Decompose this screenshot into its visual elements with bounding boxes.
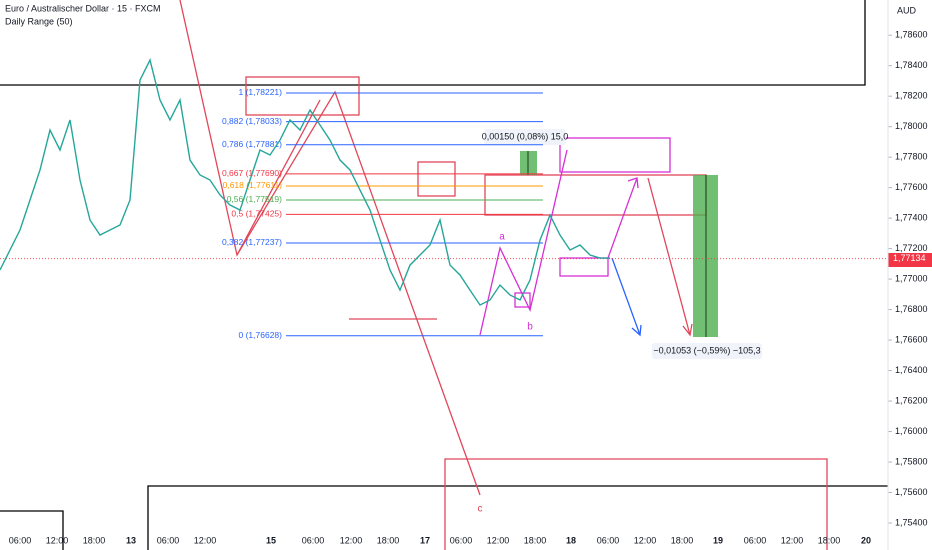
arrow-head xyxy=(631,324,642,337)
measure-label: −0,01053 (−0,59%) −105,3 xyxy=(653,345,760,355)
fib-label: 0,618 (1,77611) xyxy=(223,180,283,190)
y-tick-label: 1,75400 xyxy=(895,517,928,527)
wave-label: c xyxy=(478,504,483,515)
x-tick-label: 20 xyxy=(861,535,871,545)
zone-box xyxy=(559,137,671,173)
y-tick-label: 1,77400 xyxy=(895,213,928,223)
zone-box xyxy=(417,161,456,197)
fib-label: 0,56 (1,77519) xyxy=(227,194,282,204)
fib-label: 0,882 (1,78033) xyxy=(222,116,282,126)
chart-title: Euro / Australischer Dollar · 15 · FXCM xyxy=(5,3,161,13)
zone-box xyxy=(444,458,828,550)
x-tick-label: 18:00 xyxy=(83,535,106,545)
projection-arrow xyxy=(611,257,641,336)
zone-box xyxy=(245,76,360,116)
y-tick-label: 1,78400 xyxy=(895,60,928,70)
zigzag xyxy=(179,0,481,496)
y-tick-label: 1,76400 xyxy=(895,365,928,375)
measure-label-box xyxy=(652,343,762,359)
fib-label: 0,5 (1,77425) xyxy=(231,209,282,219)
x-tick-label: 12:00 xyxy=(634,535,657,545)
zone-box xyxy=(484,174,707,216)
price-label-box xyxy=(888,253,932,267)
x-tick-label: 13 xyxy=(126,535,136,545)
x-tick-label: 06:00 xyxy=(744,535,767,545)
chart-subtitle: Daily Range (50) xyxy=(5,16,73,26)
fib-label: 0,786 (1,77881) xyxy=(222,139,282,149)
y-tick-label: 1,77800 xyxy=(895,152,928,162)
wave-label: b xyxy=(527,322,533,333)
x-tick-label: 18:00 xyxy=(524,535,547,545)
x-tick-label: 12:00 xyxy=(487,535,510,545)
y-tick-label: 1,77000 xyxy=(895,273,928,283)
fib-label: 0 (1,76628) xyxy=(239,330,283,340)
fib-label: 0,382 (1,77237) xyxy=(222,237,282,247)
y-tick-label: 1,75800 xyxy=(895,456,928,466)
x-tick-label: 06:00 xyxy=(302,535,325,545)
x-tick-label: 18:00 xyxy=(377,535,400,545)
x-tick-label: 06:00 xyxy=(157,535,180,545)
y-tick-label: 1,76600 xyxy=(895,334,928,344)
wave-path xyxy=(479,149,568,336)
x-tick-label: 12:00 xyxy=(194,535,217,545)
x-tick-label: 06:00 xyxy=(597,535,620,545)
measure-label-box xyxy=(484,129,566,145)
y-tick-label: 1,76200 xyxy=(895,395,928,405)
y-tick-label: 1,78000 xyxy=(895,121,928,131)
last-price-label: 1,77134 xyxy=(893,253,926,263)
x-tick-label: 17 xyxy=(420,535,430,545)
y-tick-label: 1,78600 xyxy=(895,30,928,40)
x-tick-label: 18 xyxy=(566,535,576,545)
arrow-head xyxy=(682,323,693,337)
fib-label: 1 (1,78221) xyxy=(239,87,283,97)
projection-arrow xyxy=(607,177,638,259)
x-tick-label: 06:00 xyxy=(450,535,473,545)
zone-box xyxy=(514,292,531,308)
range-box xyxy=(147,485,888,550)
x-tick-label: 15 xyxy=(266,535,276,545)
range-box xyxy=(0,510,64,550)
range-box xyxy=(0,0,866,86)
axis-label: AUD xyxy=(897,5,917,15)
arrow-head xyxy=(627,177,639,189)
measure-label: 0,00150 (0,08%) 15,0 xyxy=(482,131,569,141)
y-tick-label: 1,75600 xyxy=(895,487,928,497)
x-tick-label: 12:00 xyxy=(340,535,363,545)
x-tick-label: 18:00 xyxy=(671,535,694,545)
y-tick-label: 1,78200 xyxy=(895,91,928,101)
x-tick-label: 19 xyxy=(713,535,723,545)
y-tick-label: 1,76000 xyxy=(895,426,928,436)
projection-arrow xyxy=(647,177,691,336)
zone-box xyxy=(559,257,609,277)
trend-line xyxy=(236,99,321,256)
x-tick-label: 18:00 xyxy=(818,535,841,545)
y-tick-label: 1,77200 xyxy=(895,243,928,253)
price-line xyxy=(0,58,610,306)
x-tick-label: 12:00 xyxy=(781,535,804,545)
wave-label: a xyxy=(499,232,505,243)
y-tick-label: 1,76800 xyxy=(895,304,928,314)
x-tick-label: 12:00 xyxy=(46,535,69,545)
x-tick-label: 06:00 xyxy=(9,535,32,545)
y-tick-label: 1,77600 xyxy=(895,182,928,192)
